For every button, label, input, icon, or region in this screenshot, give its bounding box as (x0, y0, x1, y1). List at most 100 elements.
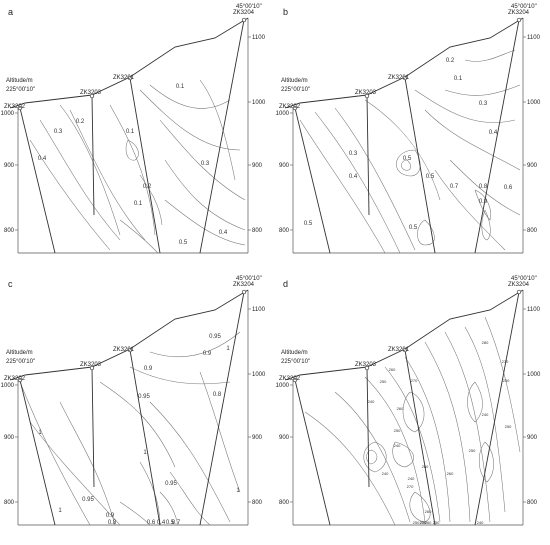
contour-value-label: 260 (397, 406, 404, 411)
contour-value-label: 270 (420, 520, 427, 525)
panel-letter: b (283, 7, 288, 17)
contour-line (484, 316, 521, 453)
panel-letter: a (8, 7, 13, 17)
contour-line (464, 49, 516, 62)
contour-value-label: 0.95 (82, 497, 94, 503)
contour-value-label: 0.1 (454, 76, 463, 82)
contour-value-label: 250 (413, 520, 420, 525)
contour-value-label: 0.95 (165, 481, 177, 487)
contour-line (417, 219, 435, 246)
right-tick-label: 1100 (527, 35, 541, 41)
contour-value-label: 0.5 (304, 221, 313, 227)
contour-value-label: 0.4 (38, 156, 47, 162)
borehole-collar-marker (89, 365, 95, 371)
contour-line (424, 109, 521, 171)
borehole-line (404, 349, 436, 526)
contour-line (364, 376, 426, 523)
contour-value-label: 260 (389, 367, 396, 372)
contour-value-label: 0.6 (147, 520, 156, 526)
contour-line (304, 411, 396, 526)
borehole-collar-marker (516, 289, 522, 295)
borehole-line (404, 77, 436, 254)
contour-value-label: 1 (143, 450, 147, 456)
topography-line (9, 17, 249, 109)
contour-line (424, 341, 471, 523)
contour-line (59, 104, 121, 236)
borehole-line (366, 95, 370, 216)
contour-line (149, 401, 231, 523)
contour-line (444, 84, 521, 96)
contour-value-label: 250 (469, 448, 476, 453)
right-tick-label: 800 (252, 228, 263, 234)
contour-value-label: 0.5 (179, 240, 188, 246)
panel-b: ZK3202 ZK3203 ZK3201 ZK3204 1000 900 800 1100 10… (276, 4, 541, 254)
borehole-collar-marker (17, 377, 23, 383)
right-tick-label: 800 (252, 500, 263, 506)
right-coordinate-label: 45°00'10" (511, 4, 537, 10)
contour-value-label: 250 (433, 520, 440, 525)
right-tick-label: 800 (527, 228, 538, 234)
borehole-label: ZK3201 (388, 75, 410, 81)
contour-line (401, 159, 411, 171)
contour-value-label: 0.4 (219, 230, 228, 236)
contour-value-label: 230 (503, 378, 510, 383)
right-tick-label: 1000 (527, 372, 541, 378)
contour-value-label: 0.2 (76, 119, 85, 125)
contour-value-label: 0.3 (479, 101, 488, 107)
left-tick-label: 1000 (1, 383, 15, 389)
contour-value-label: 0.9 (203, 351, 212, 357)
borehole-line (474, 291, 520, 526)
contour-line (159, 119, 246, 201)
contour-value-label: 250 (380, 379, 387, 384)
contour-line (164, 199, 246, 246)
contour-line (129, 366, 231, 385)
borehole-label: ZK3201 (113, 347, 135, 353)
contour-value-label: 0.8 (479, 184, 488, 190)
contour-line (449, 159, 521, 216)
left-tick-label: 1000 (276, 383, 290, 389)
contour-line (199, 371, 241, 493)
contour-value-label: 0.7 (172, 520, 181, 526)
contour-line (125, 139, 139, 161)
borehole-line (366, 367, 370, 488)
contour-value-label: 240 (408, 476, 415, 481)
altitude-label: Altitude/m (6, 350, 33, 356)
contour-value-label: 270 (407, 484, 414, 489)
right-tick-label: 900 (252, 435, 263, 441)
borehole-line (19, 379, 56, 526)
contour-value-label: 0.8 (108, 520, 117, 526)
borehole-line (91, 367, 95, 488)
right-coordinate-label: 45°00'10" (511, 276, 537, 282)
contour-line (464, 326, 506, 513)
contour-line (409, 491, 431, 523)
left-tick-label: 900 (279, 163, 290, 169)
right-coordinate-label: 45°00'10" (236, 4, 262, 10)
borehole-label: ZK3202 (279, 376, 301, 382)
borehole-collar-marker (364, 93, 370, 99)
contour-value-label: 0.2 (446, 58, 455, 64)
contour-value-label: 0.95 (209, 334, 221, 340)
contour-line (478, 441, 494, 483)
borehole-label: ZK3204 (233, 282, 255, 288)
panel-a: ZK3202 ZK3203 ZK3201 ZK3204 1000 900 800 1100 10… (1, 4, 266, 254)
contour-line (366, 449, 378, 465)
contour-value-label: 0.4 (489, 130, 498, 136)
borehole-collar-marker (516, 17, 522, 23)
right-coordinate-label: 45°00'10" (236, 276, 262, 282)
contour-line (414, 89, 516, 123)
contour-value-label: 0.6 (504, 185, 513, 191)
panel-letter: c (8, 279, 13, 289)
altitude-label: Altitude/m (281, 78, 308, 84)
contour-value-label: 0.5 (426, 174, 435, 180)
contour-value-label: 0.1 (134, 201, 143, 207)
panel-d: ZK3202 ZK3203 ZK3201 ZK3204 1000 900 800 1100 10… (276, 276, 541, 526)
contour-value-label: 260 (425, 520, 432, 525)
borehole-label: ZK3203 (80, 90, 102, 96)
contour-line (364, 99, 441, 201)
contour-value-label: 0.9 (479, 199, 488, 205)
contour-value-label: 240 (394, 443, 401, 448)
left-tick-label: 1000 (1, 111, 15, 117)
contour-line (299, 119, 386, 254)
contour-line (59, 401, 116, 526)
contour-line (69, 109, 146, 241)
